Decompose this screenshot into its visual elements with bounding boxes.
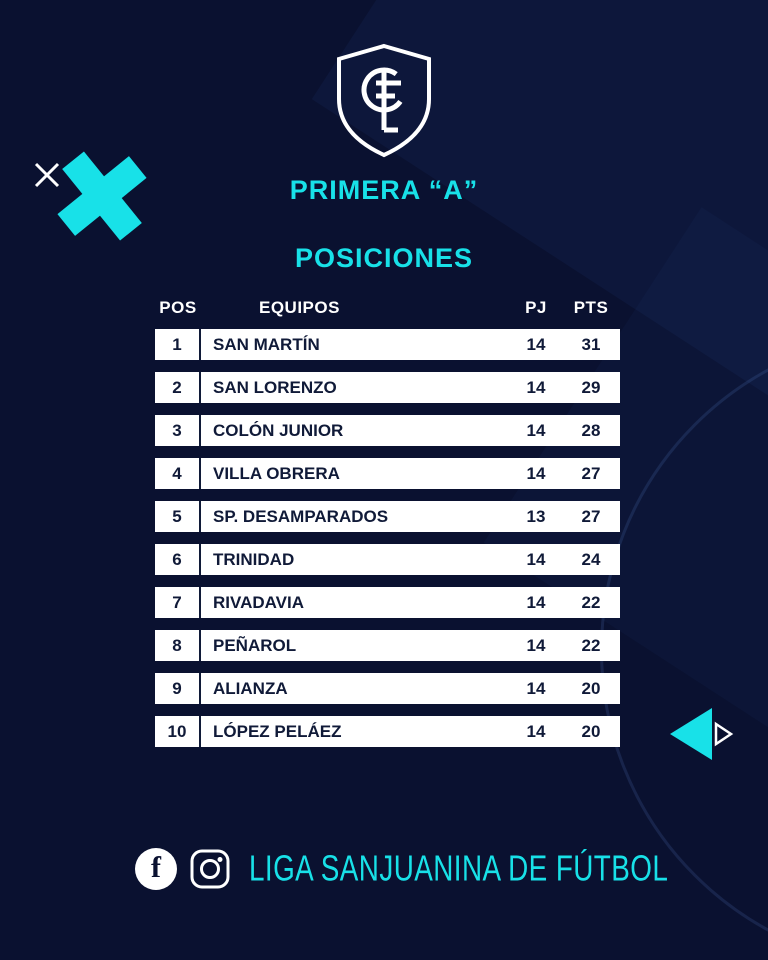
- table-row: 3 COLÓN JUNIOR 14 28: [155, 415, 620, 446]
- table-header: POS EQUIPOS PJ PTS: [155, 296, 620, 320]
- facebook-icon: f: [135, 848, 177, 890]
- league-name: LIGA SANJUANINA DE FÚTBOL: [249, 848, 669, 889]
- row-pj: 14: [526, 464, 546, 483]
- row-team: LÓPEZ PELÁEZ: [213, 722, 342, 741]
- table-row: 9 ALIANZA 14 20: [155, 673, 620, 704]
- row-pos: 1: [155, 329, 201, 360]
- row-team: SAN LORENZO: [213, 378, 337, 397]
- row-team: ALIANZA: [213, 679, 288, 698]
- table-row: 1 SAN MARTÍN 14 31: [155, 329, 620, 360]
- row-pts: 27: [581, 507, 601, 526]
- row-pos: 6: [155, 544, 201, 575]
- row-pj: 13: [526, 507, 546, 526]
- row-pj: 14: [526, 550, 546, 569]
- table-row: 6 TRINIDAD 14 24: [155, 544, 620, 575]
- row-pos: 9: [155, 673, 201, 704]
- row-pj: 14: [526, 335, 546, 354]
- club-crest-logo: [337, 43, 431, 158]
- row-pos: 3: [155, 415, 201, 446]
- row-pts: 29: [581, 378, 601, 397]
- row-team: RIVADAVIA: [213, 593, 304, 612]
- row-pj: 14: [526, 593, 546, 612]
- x-outline-icon: [34, 162, 60, 188]
- row-pj: 14: [526, 421, 546, 440]
- instagram-icon: [190, 849, 230, 889]
- row-pos: 8: [155, 630, 201, 661]
- row-team: PEÑAROL: [213, 636, 297, 655]
- row-pos: 2: [155, 372, 201, 403]
- row-team: SP. DESAMPARADOS: [213, 507, 389, 526]
- table-row: 5 SP. DESAMPARADOS 13 27: [155, 501, 620, 532]
- header-pts: PTS: [573, 298, 609, 317]
- row-pj: 14: [526, 722, 546, 741]
- row-pts: 22: [581, 593, 601, 612]
- table-row: 10 LÓPEZ PELÁEZ 14 20: [155, 716, 620, 747]
- row-pts: 20: [581, 722, 601, 741]
- page-subtitle: POSICIONES: [294, 243, 474, 273]
- page-title: PRIMERA “A”: [289, 175, 479, 205]
- x-mark-icon: [34, 151, 147, 241]
- header-pj: PJ: [525, 298, 547, 317]
- row-team: TRINIDAD: [213, 550, 295, 569]
- play-arrow-icon: [670, 708, 734, 760]
- row-pos: 7: [155, 587, 201, 618]
- row-pts: 31: [581, 335, 601, 354]
- footer: f LIGA SANJUANINA DE FÚTBOL: [135, 848, 760, 890]
- row-team: VILLA OBRERA: [213, 464, 340, 483]
- table-row: 4 VILLA OBRERA 14 27: [155, 458, 620, 489]
- standings-table: POS EQUIPOS PJ PTS 1 SAN MARTÍN 14 31 2 …: [155, 296, 620, 759]
- table-row: 8 PEÑAROL 14 22: [155, 630, 620, 661]
- row-pos: 4: [155, 458, 201, 489]
- row-pts: 24: [581, 550, 601, 569]
- row-pos: 5: [155, 501, 201, 532]
- row-pj: 14: [526, 636, 546, 655]
- row-pts: 22: [581, 636, 601, 655]
- row-pts: 28: [581, 421, 601, 440]
- header-pos: POS: [159, 298, 197, 317]
- table-row: 7 RIVADAVIA 14 22: [155, 587, 620, 618]
- table-row: 2 SAN LORENZO 14 29: [155, 372, 620, 403]
- row-pts: 20: [581, 679, 601, 698]
- header-team: EQUIPOS: [259, 298, 340, 317]
- row-team: SAN MARTÍN: [213, 335, 320, 354]
- row-pts: 27: [581, 464, 601, 483]
- row-pj: 14: [526, 378, 546, 397]
- row-pj: 14: [526, 679, 546, 698]
- row-pos: 10: [155, 716, 201, 747]
- row-team: COLÓN JUNIOR: [213, 421, 344, 440]
